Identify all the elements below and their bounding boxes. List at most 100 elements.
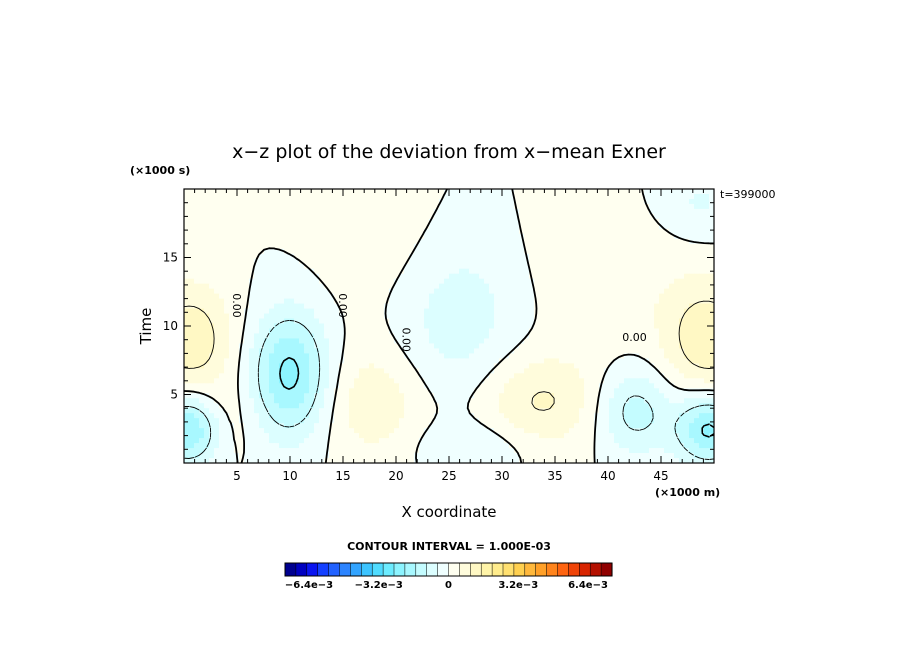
field-cell: [329, 233, 335, 240]
field-cell: [529, 383, 535, 389]
field-cell: [409, 273, 415, 280]
field-cell: [504, 258, 510, 265]
field-cell: [544, 233, 550, 240]
field-cell: [629, 193, 635, 200]
field-cell: [609, 348, 615, 354]
field-cell: [309, 248, 315, 255]
field-cell: [349, 278, 355, 285]
field-cell: [314, 278, 320, 285]
field-cell: [294, 373, 300, 379]
field-cell: [514, 403, 520, 409]
field-cell: [249, 248, 255, 255]
field-cell: [269, 203, 275, 210]
field-cell: [339, 248, 345, 255]
field-cell: [454, 263, 460, 270]
field-cell: [314, 328, 320, 335]
field-cell: [579, 273, 585, 280]
field-cell: [214, 423, 220, 429]
field-cell: [704, 238, 710, 245]
field-cell: [479, 398, 485, 404]
field-cell: [479, 403, 485, 409]
field-cell: [629, 378, 635, 384]
field-cell: [674, 353, 680, 359]
field-cell: [509, 213, 515, 220]
field-cell: [489, 303, 495, 310]
field-cell: [659, 238, 665, 245]
field-cell: [264, 353, 270, 359]
field-cell: [629, 358, 635, 364]
field-cell: [519, 208, 525, 215]
field-cell: [464, 298, 470, 305]
field-cell: [269, 198, 275, 205]
field-cell: [509, 208, 515, 215]
field-cell: [234, 383, 240, 389]
field-cell: [664, 233, 670, 240]
field-cell: [254, 338, 260, 345]
field-cell: [189, 333, 195, 340]
field-cell: [519, 348, 525, 354]
field-cell: [669, 358, 675, 364]
field-cell: [224, 223, 230, 230]
field-cell: [349, 408, 355, 414]
field-cell: [454, 308, 460, 315]
field-cell: [359, 253, 365, 260]
field-cell: [284, 298, 290, 305]
field-cell: [209, 393, 215, 399]
field-cell: [234, 258, 240, 265]
field-cell: [384, 363, 390, 369]
field-cell: [709, 238, 714, 245]
field-cell: [459, 313, 465, 320]
field-cell: [494, 403, 500, 409]
field-cell: [544, 363, 550, 369]
field-cell: [604, 193, 610, 200]
field-cell: [184, 288, 190, 295]
field-cell: [569, 403, 575, 409]
field-cell: [504, 408, 510, 414]
field-cell: [369, 248, 375, 255]
field-cell: [204, 303, 210, 310]
field-cell: [559, 198, 565, 205]
field-cell: [649, 193, 655, 200]
field-cell: [614, 228, 620, 235]
field-cell: [234, 208, 240, 215]
field-cell: [414, 253, 420, 260]
field-cell: [224, 398, 230, 404]
field-cell: [309, 193, 315, 200]
field-cell: [359, 268, 365, 275]
field-cell: [389, 378, 395, 384]
field-cell: [509, 413, 515, 419]
field-cell: [484, 273, 490, 280]
field-cell: [274, 408, 280, 414]
field-cell: [309, 348, 315, 354]
field-cell: [464, 293, 470, 300]
field-cell: [214, 243, 220, 250]
field-cell: [374, 233, 380, 240]
field-cell: [684, 353, 690, 359]
field-cell: [469, 303, 475, 310]
field-cell: [684, 348, 690, 354]
field-cell: [289, 189, 295, 195]
field-cell: [214, 343, 220, 350]
field-cell: [239, 388, 245, 394]
field-cell: [619, 318, 625, 325]
field-cell: [669, 308, 675, 315]
field-cell: [689, 193, 695, 200]
field-cell: [439, 258, 445, 265]
field-cell: [454, 398, 460, 404]
field-cell: [649, 253, 655, 260]
field-cell: [369, 283, 375, 290]
field-cell: [374, 333, 380, 340]
field-cell: [299, 358, 305, 364]
field-cell: [574, 343, 580, 350]
field-cell: [689, 308, 695, 315]
field-cell: [604, 413, 610, 419]
field-cell: [634, 408, 640, 414]
field-cell: [674, 189, 680, 195]
field-cell: [634, 318, 640, 325]
field-cell: [574, 189, 580, 195]
field-cell: [194, 388, 200, 394]
field-cell: [344, 273, 350, 280]
field-cell: [679, 368, 685, 374]
field-cell: [199, 233, 205, 240]
field-cell: [224, 258, 230, 265]
